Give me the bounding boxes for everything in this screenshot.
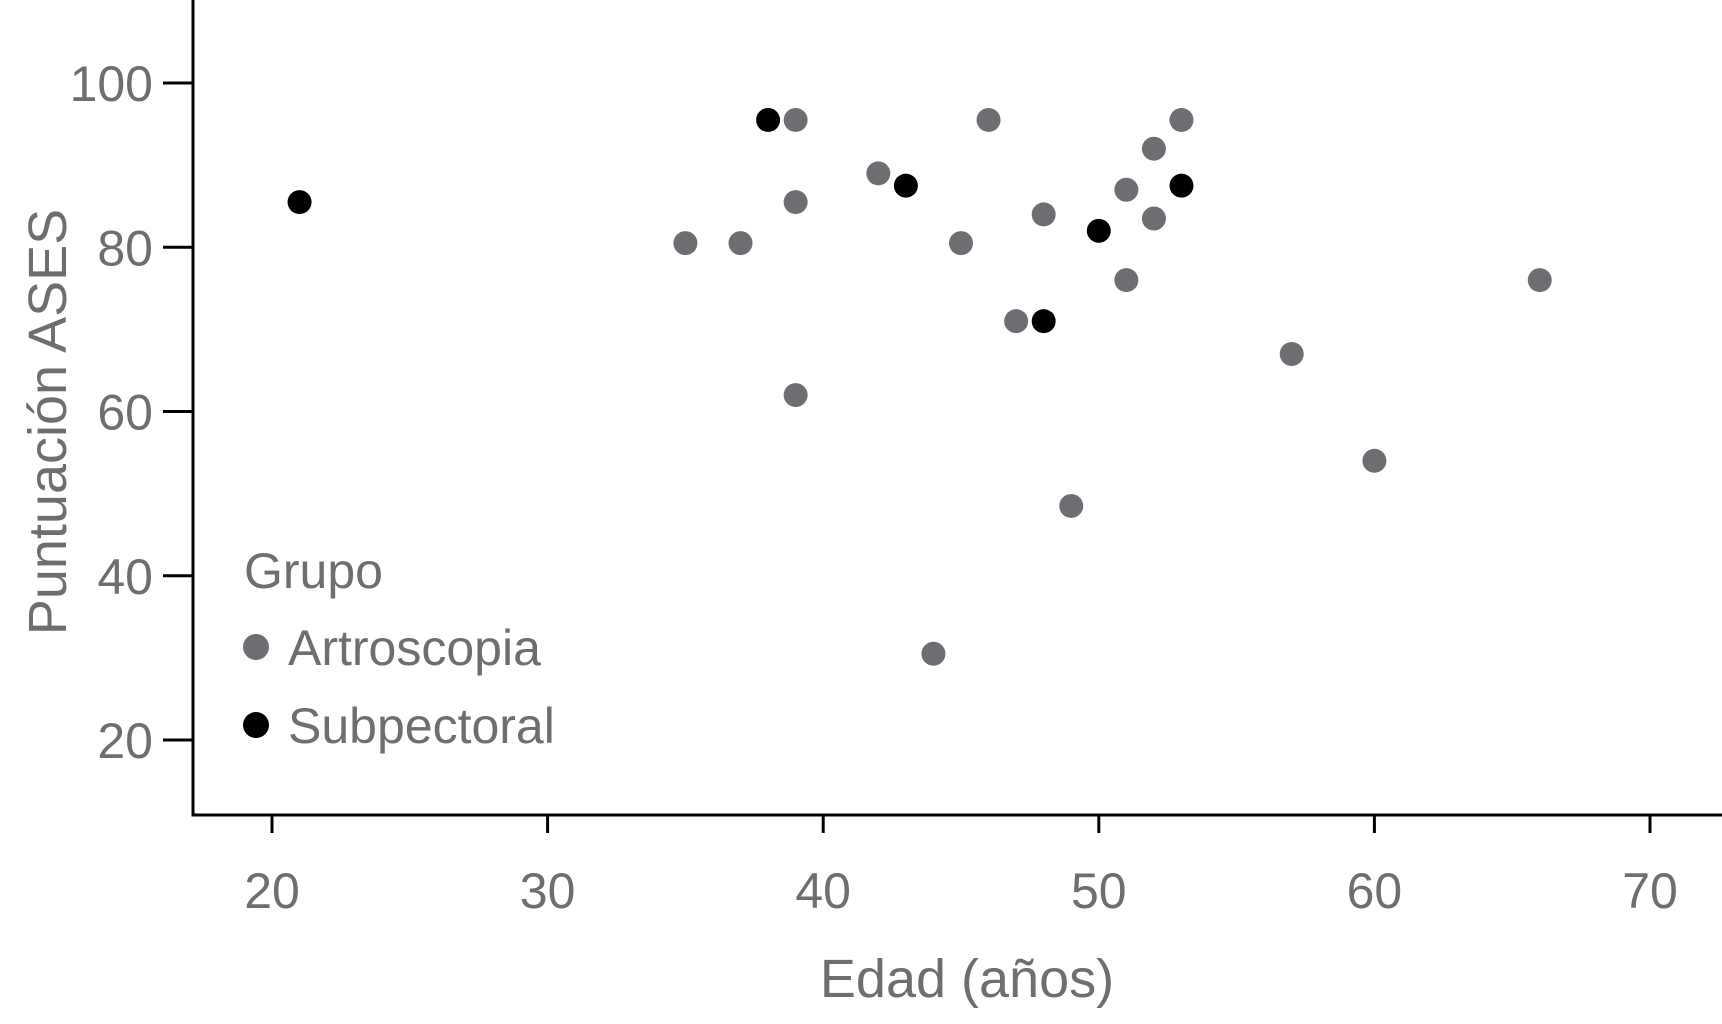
x-tick-label: 70 xyxy=(1622,863,1678,919)
data-point-artroscopia xyxy=(949,231,973,256)
data-points xyxy=(287,107,1552,666)
y-tick-label: 100 xyxy=(70,56,153,112)
data-point-artroscopia xyxy=(673,231,698,256)
x-axis-title: Edad (años) xyxy=(820,949,1114,1009)
data-point-subpectoral xyxy=(1086,218,1111,243)
data-point-subpectoral xyxy=(287,190,312,215)
x-tick-label: 50 xyxy=(1071,863,1127,919)
data-point-artroscopia xyxy=(1527,268,1552,293)
data-point-artroscopia xyxy=(1114,177,1139,202)
y-tick-label: 20 xyxy=(97,713,153,769)
data-point-artroscopia xyxy=(1114,268,1139,293)
legend-label-subpectoral: Subpectoral xyxy=(288,698,555,754)
x-tick-label: 60 xyxy=(1347,863,1403,919)
data-point-subpectoral xyxy=(756,107,781,132)
data-point-artroscopia xyxy=(783,383,808,408)
data-point-subpectoral xyxy=(893,173,918,198)
y-axis-title: Puntuación ASES xyxy=(18,209,78,635)
legend-title: Grupo xyxy=(244,543,383,599)
data-point-artroscopia xyxy=(976,107,1001,132)
y-tick-label: 40 xyxy=(97,549,153,605)
data-point-artroscopia xyxy=(1279,342,1304,367)
axis-lines xyxy=(191,0,1722,817)
y-tick-label: 60 xyxy=(97,385,153,441)
x-tick-label: 30 xyxy=(520,863,576,919)
data-point-artroscopia xyxy=(1004,309,1029,334)
data-point-artroscopia xyxy=(1141,136,1166,161)
x-tick-label: 40 xyxy=(795,863,851,919)
y-axis: 20 40 60 80 100 xyxy=(70,56,193,769)
data-point-artroscopia xyxy=(783,190,808,215)
data-point-subpectoral xyxy=(1169,173,1194,198)
data-point-subpectoral xyxy=(1031,309,1056,334)
data-point-artroscopia xyxy=(921,641,946,666)
x-tick-label: 20 xyxy=(244,863,300,919)
data-point-artroscopia xyxy=(1059,493,1084,518)
legend-label-artroscopia: Artroscopia xyxy=(288,620,541,676)
x-axis: 20 30 40 50 60 70 xyxy=(244,815,1678,919)
legend: Grupo Artroscopia Subpectoral xyxy=(243,543,555,754)
y-tick-label: 80 xyxy=(97,220,153,276)
data-point-artroscopia xyxy=(783,107,808,132)
data-point-artroscopia xyxy=(866,161,891,186)
plot-area xyxy=(191,0,1722,817)
data-point-artroscopia xyxy=(728,231,753,256)
data-point-artroscopia xyxy=(1169,107,1194,132)
data-point-artroscopia xyxy=(1362,448,1387,473)
data-point-artroscopia xyxy=(1141,206,1166,231)
data-point-artroscopia xyxy=(1031,202,1056,227)
legend-marker-subpectoral xyxy=(243,712,269,738)
legend-marker-artroscopia xyxy=(243,634,269,660)
